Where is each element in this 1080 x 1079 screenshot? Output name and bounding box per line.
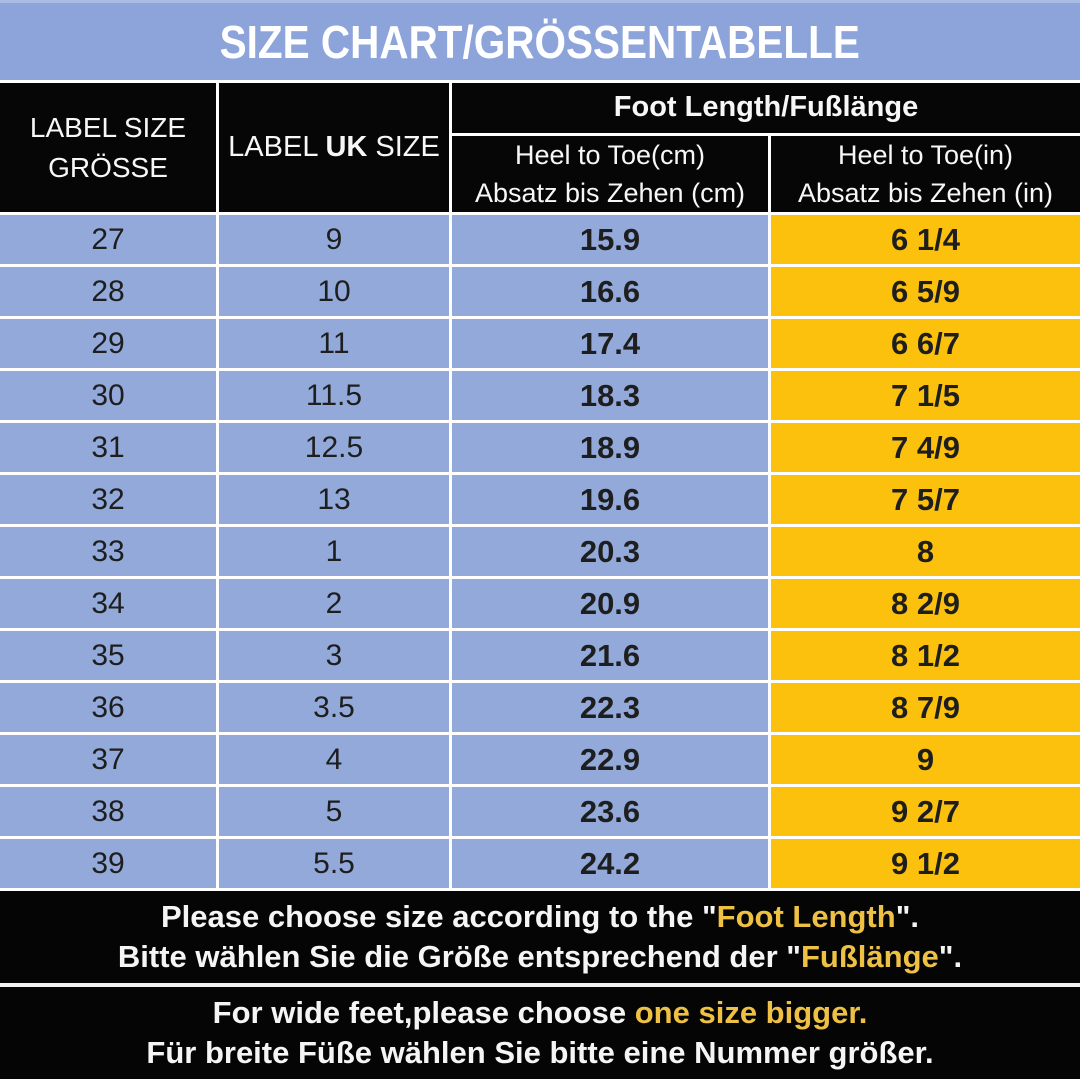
cell-label-size: 29	[0, 319, 216, 368]
cell-uk-size: 2	[219, 579, 449, 628]
cell-foot-length-in: 8	[771, 527, 1080, 576]
cell-label-size: 34	[0, 579, 216, 628]
cell-foot-length-cm: 19.6	[452, 475, 768, 524]
cell-label-size: 37	[0, 735, 216, 784]
cell-foot-length-cm: 23.6	[452, 787, 768, 836]
header-label-size-line1: LABEL SIZE	[29, 111, 187, 143]
header-label-size: LABEL SIZE GRÖSSE	[0, 83, 216, 212]
cell-foot-length-in: 8 1/2	[771, 631, 1080, 680]
cell-label-size: 32	[0, 475, 216, 524]
header-cm-line2: Absatz bis Zehen (cm)	[474, 178, 746, 208]
size-table: LABEL SIZE GRÖSSE LABEL UK SIZE Foot Len…	[0, 80, 1080, 891]
cell-foot-length-cm: 20.9	[452, 579, 768, 628]
cell-foot-length-in: 8 7/9	[771, 683, 1080, 732]
header-uk-bold: UK	[325, 130, 368, 163]
cell-label-size: 33	[0, 527, 216, 576]
cell-label-size: 28	[0, 267, 216, 316]
cell-foot-length-cm: 18.9	[452, 423, 768, 472]
header-in-line2: Absatz bis Zehen (in)	[797, 178, 1054, 208]
cell-uk-size: 5	[219, 787, 449, 836]
header-in-line1: Heel to Toe(in)	[837, 140, 1014, 170]
header-label-size-line2: GRÖSSE	[48, 151, 168, 183]
header-cm-line1: Heel to Toe(cm)	[514, 140, 706, 170]
page-title: SIZE CHART/GRÖSSENTABELLE	[219, 15, 861, 68]
cell-uk-size: 11	[219, 319, 449, 368]
cell-foot-length-cm: 21.6	[452, 631, 768, 680]
cell-uk-size: 5.5	[219, 839, 449, 888]
cell-label-size: 27	[0, 215, 216, 264]
cell-uk-size: 10	[219, 267, 449, 316]
cell-foot-length-cm: 22.9	[452, 735, 768, 784]
cell-uk-size: 3	[219, 631, 449, 680]
note-block-wide-feet: For wide feet,please choose one size big…	[0, 987, 1080, 1079]
cell-uk-size: 13	[219, 475, 449, 524]
cell-foot-length-in: 6 5/9	[771, 267, 1080, 316]
cell-label-size: 36	[0, 683, 216, 732]
note-wide-feet-de: Für breite Füße wählen Sie bitte eine Nu…	[146, 1034, 934, 1070]
title-bar: SIZE CHART/GRÖSSENTABELLE	[0, 0, 1080, 80]
cell-label-size: 30	[0, 371, 216, 420]
cell-foot-length-cm: 15.9	[452, 215, 768, 264]
header-heel-to-toe-in: Heel to Toe(in) Absatz bis Zehen (in)	[771, 136, 1080, 212]
cell-uk-size: 9	[219, 215, 449, 264]
cell-foot-length-in: 6 1/4	[771, 215, 1080, 264]
note-choose-size-de: Bitte wählen Sie die Größe entsprechend …	[117, 938, 963, 974]
cell-foot-length-cm: 18.3	[452, 371, 768, 420]
header-uk-post: SIZE	[367, 130, 440, 163]
cell-foot-length-in: 9 1/2	[771, 839, 1080, 888]
cell-uk-size: 11.5	[219, 371, 449, 420]
cell-label-size: 38	[0, 787, 216, 836]
cell-foot-length-cm: 20.3	[452, 527, 768, 576]
note-wide-feet-en: For wide feet,please choose one size big…	[212, 995, 868, 1031]
header-foot-length: Foot Length/Fußlänge	[452, 83, 1080, 133]
cell-foot-length-in: 6 6/7	[771, 319, 1080, 368]
cell-foot-length-cm: 24.2	[452, 839, 768, 888]
note-block-foot-length: Please choose size according to the "Foo…	[0, 891, 1080, 983]
cell-label-size: 39	[0, 839, 216, 888]
note-choose-size-en: Please choose size according to the "Foo…	[160, 899, 920, 935]
cell-foot-length-in: 9	[771, 735, 1080, 784]
cell-uk-size: 3.5	[219, 683, 449, 732]
cell-uk-size: 4	[219, 735, 449, 784]
cell-uk-size: 1	[219, 527, 449, 576]
cell-foot-length-in: 8 2/9	[771, 579, 1080, 628]
note-separator	[0, 983, 1080, 987]
cell-foot-length-cm: 17.4	[452, 319, 768, 368]
cell-foot-length-cm: 16.6	[452, 267, 768, 316]
cell-foot-length-in: 9 2/7	[771, 787, 1080, 836]
cell-foot-length-in: 7 4/9	[771, 423, 1080, 472]
cell-label-size: 31	[0, 423, 216, 472]
cell-foot-length-in: 7 1/5	[771, 371, 1080, 420]
header-uk-size: LABEL UK SIZE	[219, 83, 449, 212]
cell-foot-length-cm: 22.3	[452, 683, 768, 732]
header-uk-pre: LABEL	[228, 130, 326, 163]
cell-uk-size: 12.5	[219, 423, 449, 472]
header-heel-to-toe-cm: Heel to Toe(cm) Absatz bis Zehen (cm)	[452, 136, 768, 212]
cell-foot-length-in: 7 5/7	[771, 475, 1080, 524]
cell-label-size: 35	[0, 631, 216, 680]
